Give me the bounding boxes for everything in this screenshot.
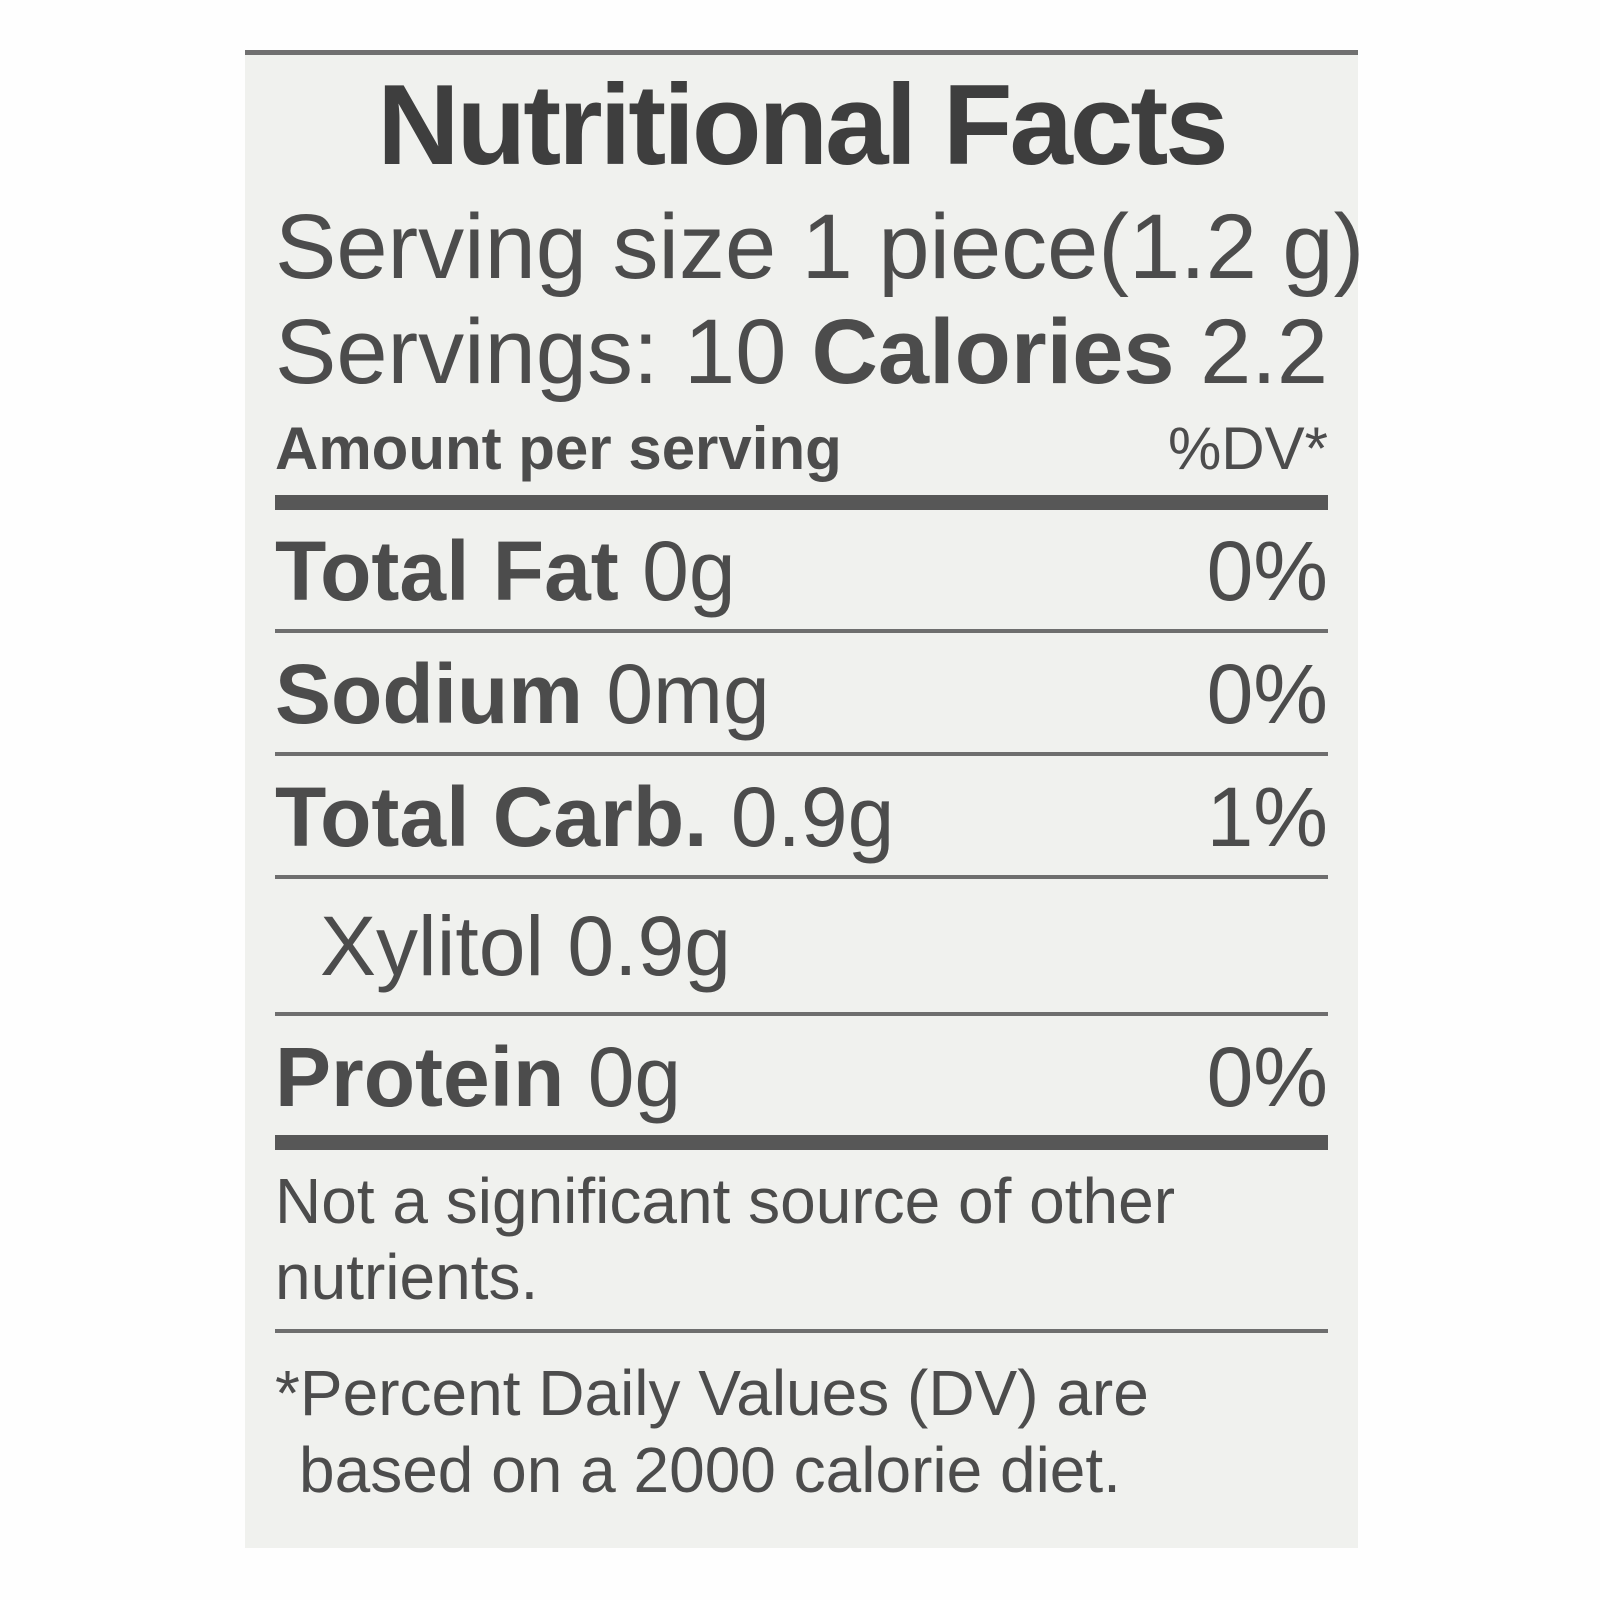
nutrient-name-amount: Total Fat 0g bbox=[275, 529, 736, 613]
nutrient-dv: 0% bbox=[1206, 647, 1328, 742]
thin-rule bbox=[275, 1012, 1328, 1017]
nutrient-name: Sodium bbox=[275, 647, 583, 742]
nutrient-name-amount: Xylitol 0.9g bbox=[320, 904, 731, 988]
serving-size-row: Serving size 1 piece (1.2 g) bbox=[275, 196, 1364, 299]
nutrient-dv: 1% bbox=[1206, 770, 1328, 865]
servings-count: Servings: 10 bbox=[275, 301, 787, 404]
thick-rule-bottom bbox=[275, 1135, 1328, 1151]
nutrient-name-amount: Protein 0g bbox=[275, 1035, 681, 1119]
nutrient-name: Protein bbox=[275, 1030, 565, 1125]
nutrient-name-amount: Sodium 0mg bbox=[275, 652, 770, 736]
thin-rule bbox=[275, 629, 1328, 634]
footnote-line-1: *Percent Daily Values (DV) are bbox=[275, 1357, 1149, 1430]
amount-per-serving-header: Amount per serving bbox=[275, 415, 842, 483]
nutrient-dv: 0% bbox=[1206, 1030, 1328, 1125]
serving-size-weight: (1.2 g) bbox=[1098, 196, 1365, 299]
nutrient-amount: 0mg bbox=[606, 647, 770, 742]
thin-rule bbox=[275, 752, 1328, 757]
nutrition-label: Nutritional Facts Serving size 1 piece (… bbox=[245, 50, 1364, 1548]
note-text: Not a significant source of other nutrie… bbox=[275, 1164, 1328, 1329]
footnote-text: *Percent Daily Values (DV) are based on … bbox=[275, 1355, 1328, 1509]
nutrient-row-xylitol: Xylitol 0.9g bbox=[275, 879, 1328, 1012]
note-line-1: Not a significant source of other bbox=[275, 1165, 1176, 1238]
note-line-2: nutrients. bbox=[275, 1240, 539, 1313]
calories-value: 2.2 bbox=[1200, 301, 1328, 404]
label-title: Nutritional Facts bbox=[377, 62, 1228, 189]
nutrient-row-sodium: Sodium 0mg 0% bbox=[275, 633, 1328, 752]
nutrient-name-amount: Total Carb. 0.9g bbox=[275, 775, 894, 859]
dv-header: %DV* bbox=[1167, 415, 1328, 483]
nutrient-name: Total Carb. bbox=[275, 770, 708, 865]
thin-rule bbox=[275, 875, 1328, 880]
nutrient-name: Xylitol bbox=[320, 899, 545, 994]
servings-row: Servings: 10 Calories 2.2 bbox=[275, 301, 1328, 404]
footnote-line-2: based on a 2000 calorie diet. bbox=[299, 1434, 1121, 1507]
nutrient-amount: 0.9g bbox=[567, 899, 731, 994]
nutrient-amount: 0g bbox=[587, 1030, 682, 1125]
nutrient-row-total-carb: Total Carb. 0.9g 1% bbox=[275, 756, 1328, 875]
nutrient-amount: 0g bbox=[642, 524, 736, 619]
serving-size-text: Serving size 1 piece bbox=[275, 196, 1099, 299]
nutrient-dv: 0% bbox=[1206, 524, 1328, 619]
amount-header-row: Amount per serving %DV* bbox=[275, 414, 1328, 495]
nutrient-row-total-fat: Total Fat 0g 0% bbox=[275, 510, 1328, 629]
nutrient-row-protein: Protein 0g 0% bbox=[275, 1016, 1328, 1135]
calories-group: Calories 2.2 bbox=[811, 301, 1328, 404]
thick-rule-top bbox=[275, 495, 1328, 511]
calories-label: Calories bbox=[811, 301, 1175, 404]
nutrient-amount: 0.9g bbox=[730, 770, 895, 865]
thin-rule-footnote bbox=[275, 1329, 1328, 1334]
nutrient-name: Total Fat bbox=[275, 524, 619, 619]
